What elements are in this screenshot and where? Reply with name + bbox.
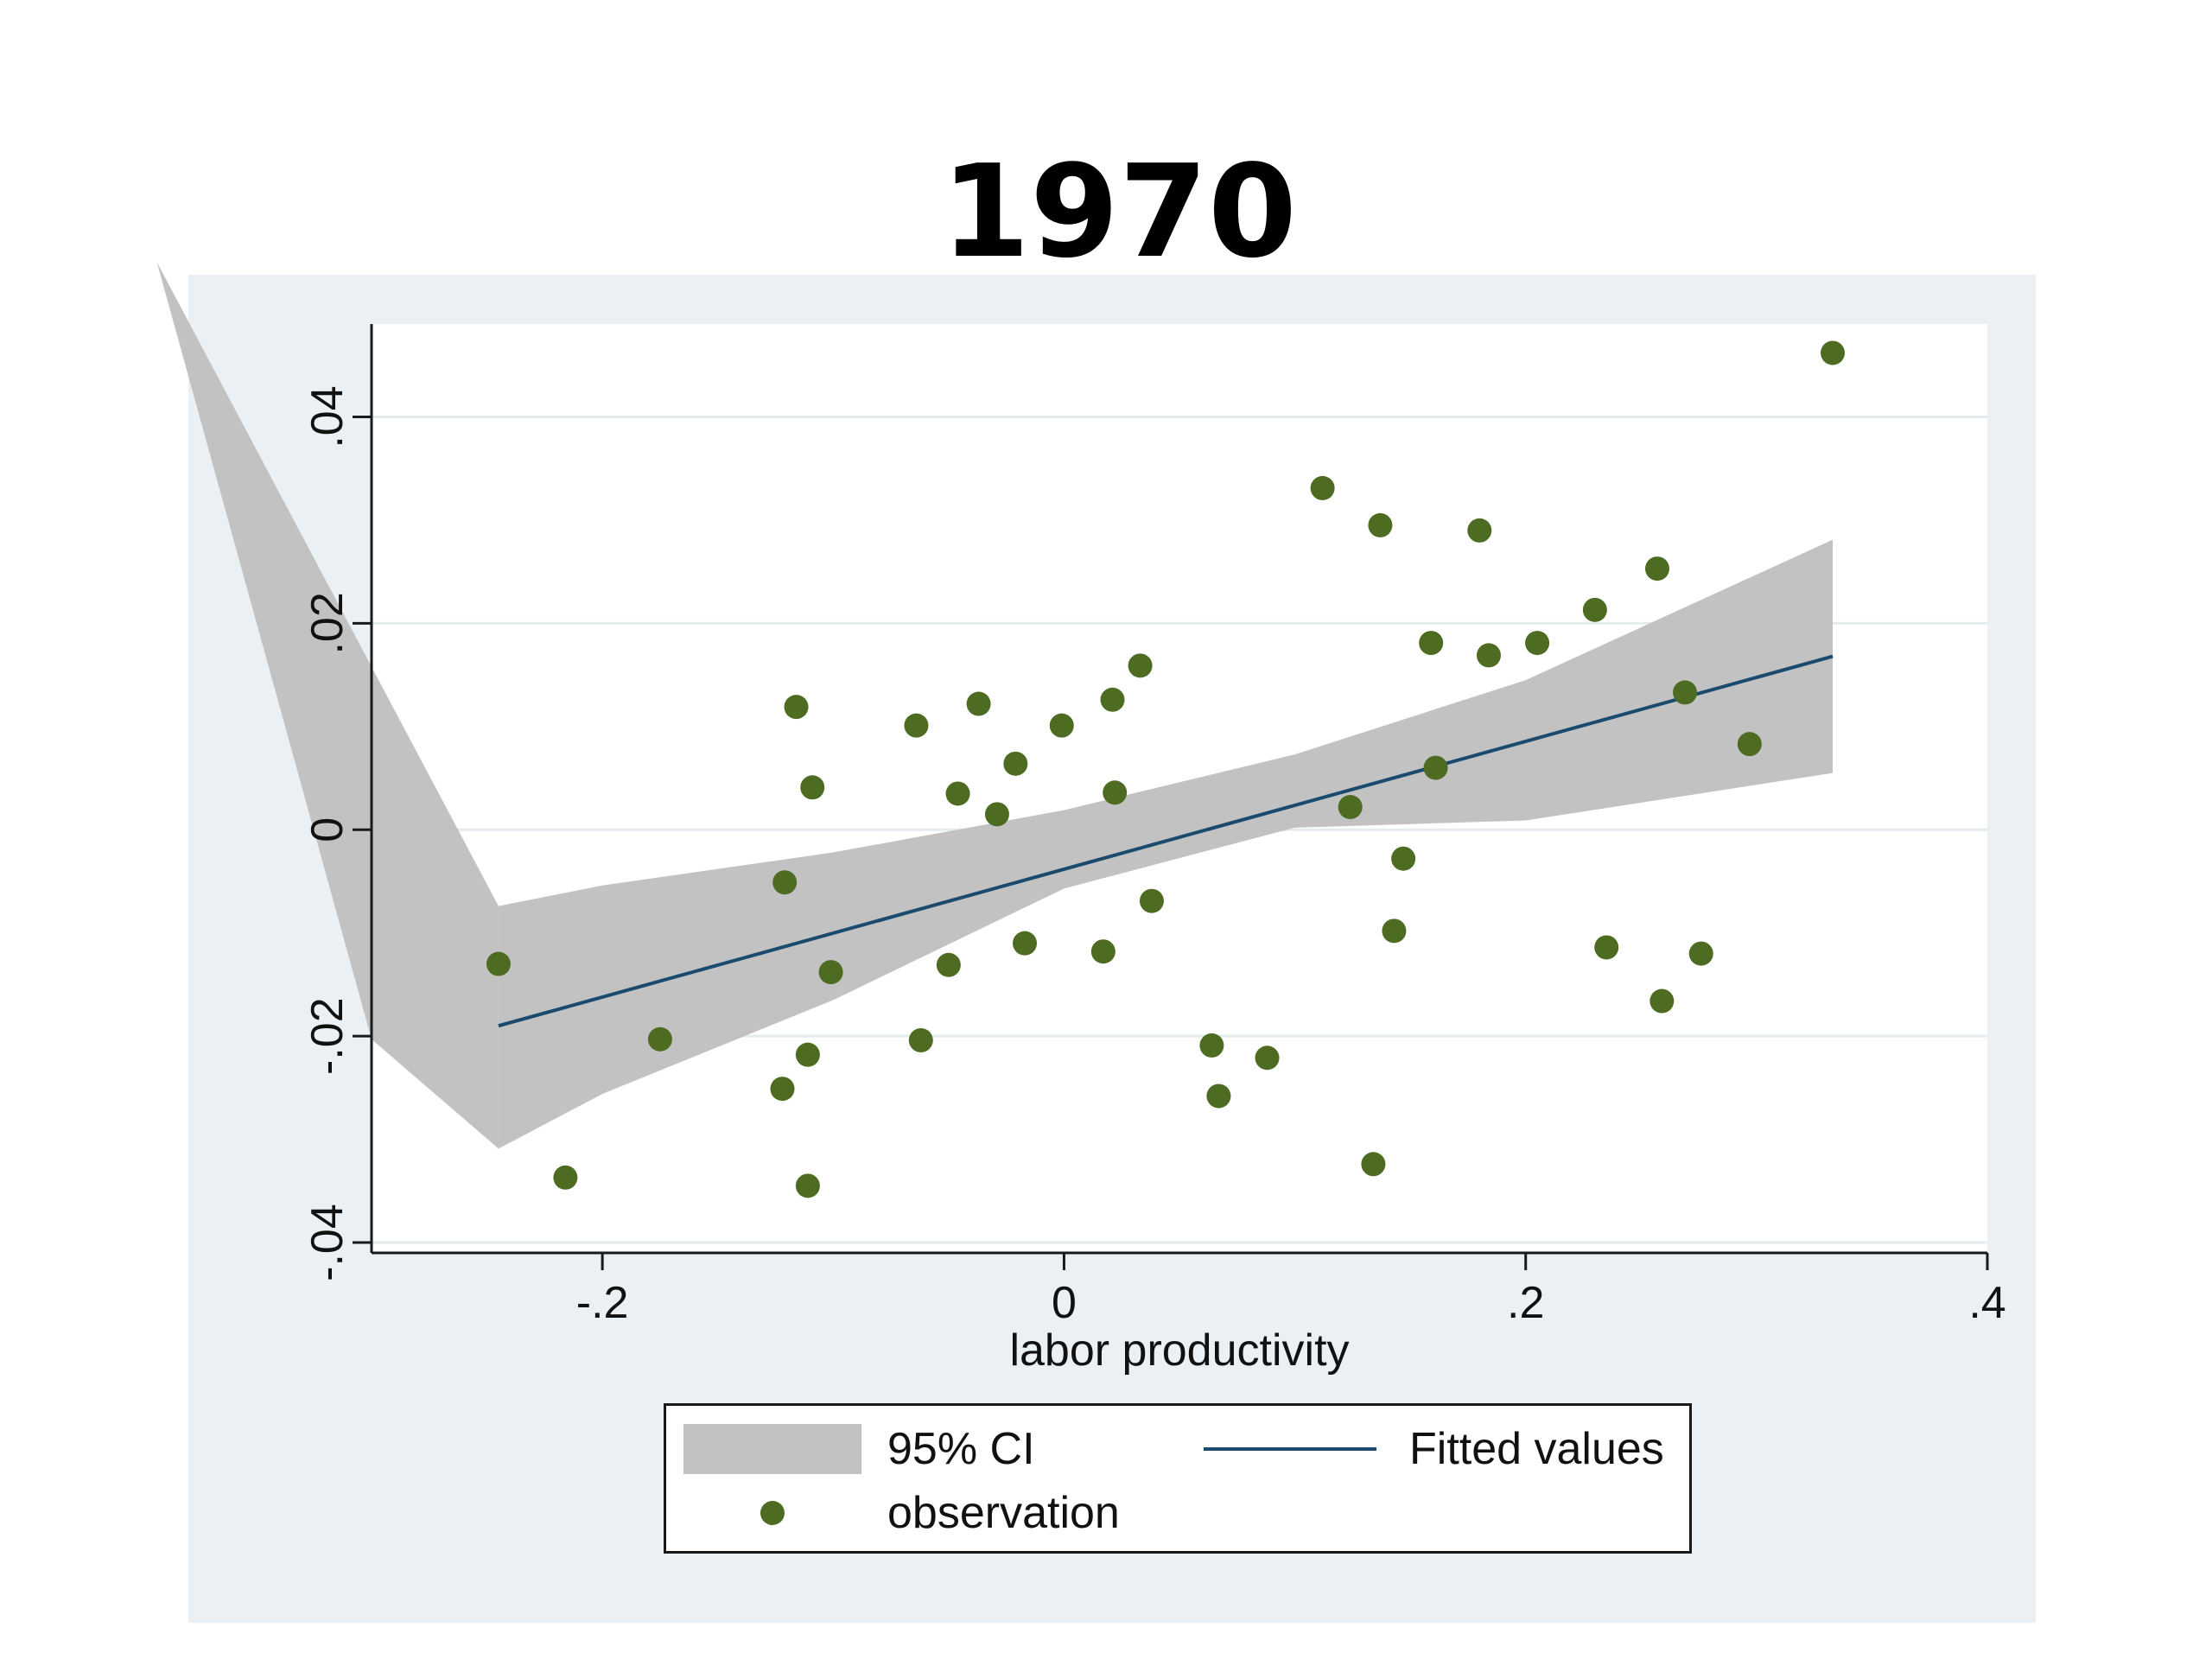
- observation-point: [818, 960, 843, 985]
- observation-point: [1361, 1152, 1386, 1177]
- observation-point: [1338, 795, 1363, 819]
- y-tick-label: -.04: [302, 1204, 353, 1281]
- observation-point: [1594, 935, 1619, 960]
- observation-point: [984, 802, 1009, 827]
- y-tick-label: 0: [302, 817, 353, 842]
- observation-point: [904, 713, 929, 738]
- observation-point: [1368, 512, 1393, 537]
- observation-point: [1100, 687, 1125, 712]
- observation-point: [800, 775, 825, 800]
- legend: 95% CI Fitted values observation: [664, 1403, 1692, 1554]
- ci-band-polygon: [498, 539, 1834, 1149]
- axes: [370, 324, 1987, 1255]
- observation-point: [1013, 931, 1038, 956]
- observation-point: [486, 951, 511, 976]
- observation-point: [1582, 597, 1607, 622]
- observation-point: [1391, 846, 1416, 871]
- fitted-line-swatch: [1204, 1447, 1376, 1451]
- y-tick-label: -.02: [302, 997, 353, 1075]
- observation-point: [772, 870, 798, 895]
- y-tick-label: .02: [302, 592, 353, 654]
- y-tick-label: .04: [302, 385, 353, 448]
- observation-point: [1688, 941, 1713, 966]
- observation-point: [1673, 680, 1698, 705]
- observation-point: [936, 952, 961, 977]
- x-tick-label: .4: [1968, 1278, 2005, 1328]
- observation-points: [486, 340, 1846, 1198]
- observation-point: [1103, 780, 1128, 805]
- observation-point: [1737, 732, 1762, 757]
- x-axis-label: labor productivity: [1009, 1325, 1349, 1376]
- observation-point: [1467, 518, 1492, 543]
- ci-band: [156, 262, 1834, 1149]
- x-tick-label: -.2: [576, 1278, 629, 1328]
- observation-point: [1423, 755, 1448, 780]
- observation-point: [1476, 643, 1501, 668]
- legend-item-fitted: Fitted values: [1204, 1423, 1664, 1475]
- observation-point: [784, 695, 809, 720]
- observation-point: [1644, 556, 1669, 582]
- observation-swatch: [683, 1488, 861, 1538]
- observation-point: [1821, 340, 1846, 365]
- observation-point: [553, 1165, 578, 1190]
- ci-swatch: [683, 1424, 861, 1474]
- observation-point: [1419, 631, 1444, 656]
- observation-point: [1206, 1084, 1231, 1109]
- observation-dot-icon: [760, 1501, 785, 1525]
- observation-point: [1128, 653, 1153, 678]
- observation-point: [1003, 751, 1028, 776]
- chart-title: 1970: [941, 137, 1297, 286]
- legend-label-ci: 95% CI: [887, 1424, 1035, 1474]
- tick-marks-and-labels: -.04 -.02 0 .02 .04 -.2 0 .2 .4: [302, 385, 2005, 1328]
- observation-point: [945, 781, 970, 806]
- observation-point: [1199, 1033, 1224, 1058]
- fitted-line-group: [498, 654, 1834, 1028]
- legend-item-ci: 95% CI: [683, 1423, 1035, 1475]
- observation-point: [795, 1173, 820, 1198]
- observation-point: [1525, 631, 1550, 656]
- observation-point: [1649, 988, 1675, 1014]
- fitted-line: [498, 654, 1834, 1028]
- observation-point: [1090, 939, 1116, 964]
- legend-item-observation: observation: [683, 1487, 1120, 1539]
- legend-label-fitted: Fitted values: [1409, 1424, 1664, 1474]
- observation-point: [647, 1027, 672, 1052]
- observation-point: [1310, 475, 1335, 500]
- observation-point: [1139, 888, 1164, 913]
- observation-point: [770, 1077, 795, 1102]
- observation-point: [966, 691, 991, 716]
- observation-point: [1382, 918, 1407, 944]
- x-tick-label: 0: [1052, 1278, 1077, 1328]
- ci-band-spill: [156, 262, 499, 1149]
- observation-point: [1255, 1046, 1280, 1071]
- legend-label-observation: observation: [887, 1488, 1120, 1538]
- observation-point: [1049, 713, 1074, 738]
- observation-point: [795, 1042, 820, 1067]
- observation-point: [908, 1027, 933, 1052]
- x-tick-label: .2: [1507, 1278, 1544, 1328]
